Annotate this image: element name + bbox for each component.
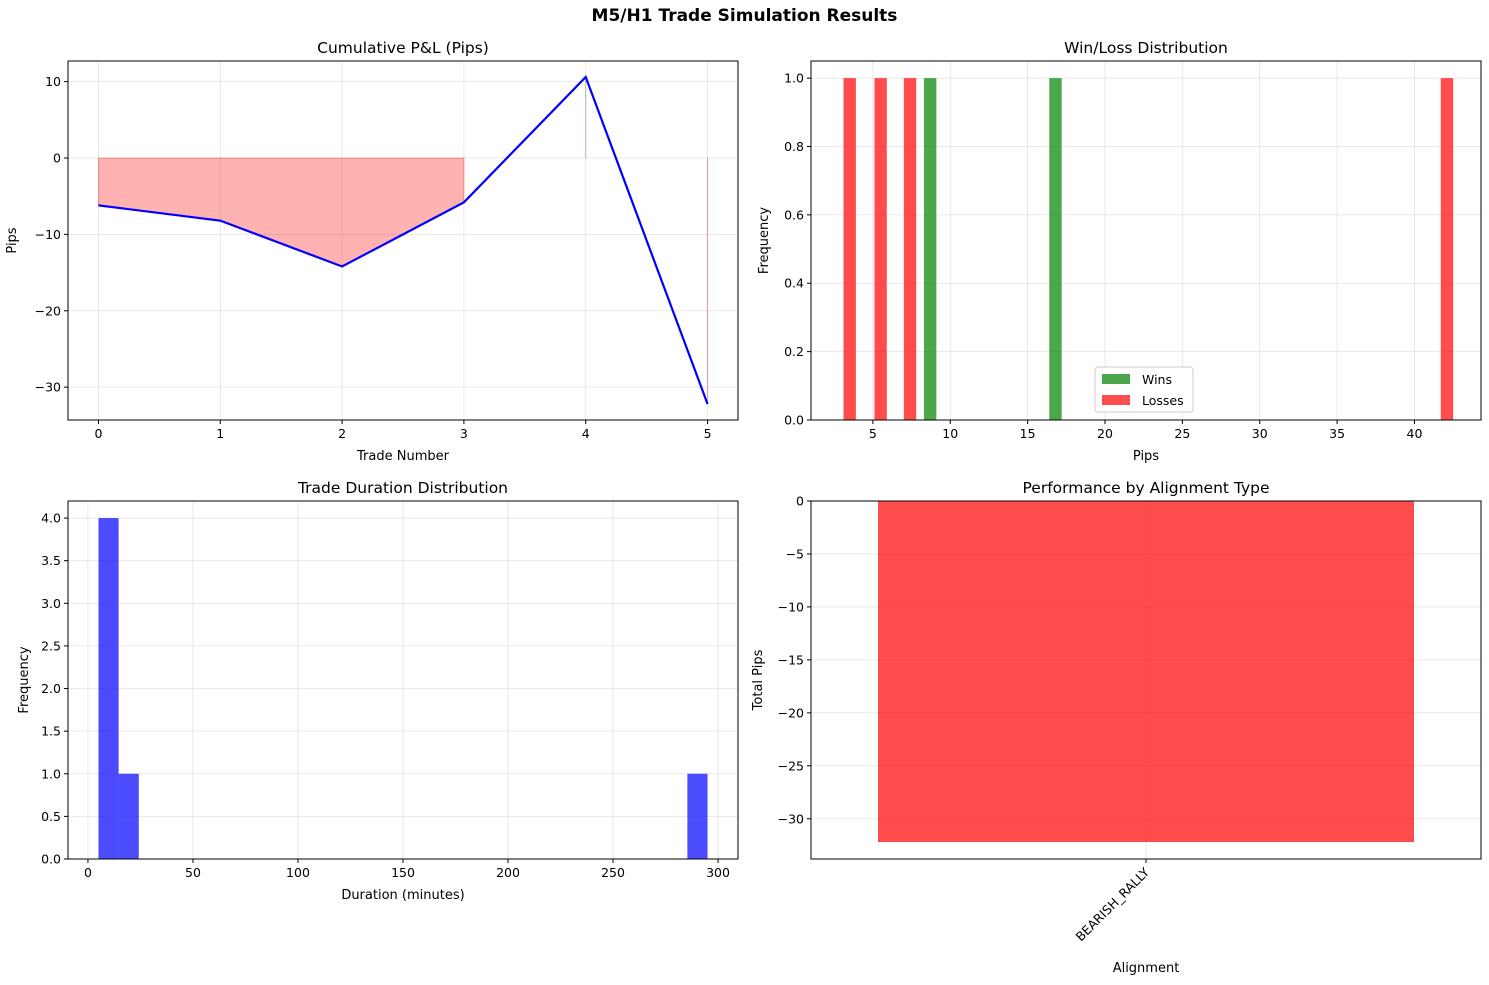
- winloss-bar-losses: [903, 78, 917, 420]
- winloss-legend-swatch-losses: [1102, 395, 1130, 405]
- cumulative-xtick-label: 2: [338, 426, 346, 441]
- winloss-xtick-label: 25: [1174, 426, 1190, 441]
- cumulative-xtick-label: 0: [94, 426, 102, 441]
- alignment-axes-frame: [810, 500, 1482, 860]
- duration-xtick-label: 100: [286, 865, 310, 880]
- alignment-title: Performance by Alignment Type: [1022, 479, 1269, 497]
- cumulative-ylabel: Pips: [5, 227, 20, 253]
- duration-xlabel: Duration (minutes): [341, 888, 464, 903]
- figure-title: M5/H1 Trade Simulation Results: [591, 6, 898, 26]
- duration-ylabel: Frequency: [17, 646, 32, 713]
- cumulative-xlabel: Trade Number: [356, 449, 450, 464]
- alignment-ylabel: Total Pips: [751, 649, 766, 711]
- duration-ytick-label: 2.0: [41, 681, 61, 696]
- alignment-ytick-label: −25: [778, 758, 804, 773]
- cumulative-ytick-label: −10: [35, 227, 61, 242]
- winloss-xtick-label: 10: [942, 426, 958, 441]
- duration-ytick-label: 1.0: [41, 766, 61, 781]
- winloss-legend-label-wins: Wins: [1142, 372, 1172, 387]
- winloss-bar-losses: [1440, 78, 1454, 420]
- winloss-xtick-label: 40: [1407, 426, 1423, 441]
- winloss-xlabel: Pips: [1133, 449, 1159, 464]
- cumulative-xtick-label: 3: [460, 426, 468, 441]
- winloss-bar-losses: [843, 78, 856, 420]
- win-loss-chart: 5 10 15 20 25 30 35 40 0.0 0.2 0.4 0.6 0.8 1.0 Frequen…: [757, 39, 1482, 464]
- cumulative-pnl-chart: 0 1 2 3 4 5 10 0 −10 −20 −30 Pips Cumulative P&L (Pi…: [5, 39, 739, 464]
- winloss-bar-wins: [1049, 78, 1062, 420]
- alignment-ytick-label: −30: [778, 811, 804, 826]
- duration-xtick-label: 300: [706, 865, 730, 880]
- duration-ytick-label: 0.5: [41, 809, 61, 824]
- winloss-bar-losses: [874, 78, 887, 420]
- duration-ytick-label: 3.0: [41, 596, 61, 611]
- winloss-legend: Wins Losses: [1094, 366, 1194, 413]
- duration-xtick-label: 150: [391, 865, 415, 880]
- duration-ytick-label: 2.5: [41, 638, 61, 653]
- duration-ytick-label: 4.0: [41, 511, 61, 526]
- alignment-ytick-label: −20: [778, 705, 804, 720]
- winloss-ytick-label: 0.0: [784, 413, 804, 428]
- duration-xtick-label: 250: [601, 865, 625, 880]
- alignment-ytick-label: −15: [778, 652, 804, 667]
- cumulative-ytick-label: −20: [35, 303, 61, 318]
- duration-bar: [118, 773, 139, 859]
- alignment-chart: 0 −5 −10 −15 −20 −25 −30 Total Pips BEARISH_RALL…: [751, 479, 1482, 976]
- winloss-legend-swatch-wins: [1102, 374, 1130, 384]
- alignment-xtick-label: BEARISH_RALLY: [1072, 864, 1152, 944]
- winloss-xtick-label: 30: [1252, 426, 1268, 441]
- duration-ytick-label: 1.5: [41, 724, 61, 739]
- cumulative-axes-frame: [67, 60, 739, 421]
- cumulative-ytick-label: −30: [35, 380, 61, 395]
- duration-xtick-label: 200: [496, 865, 520, 880]
- duration-title: Trade Duration Distribution: [297, 479, 508, 497]
- alignment-bar: [878, 501, 1414, 843]
- cumulative-ytick-label: 0: [53, 151, 61, 166]
- duration-axes-frame: [67, 500, 739, 860]
- winloss-ytick-label: 1.0: [784, 71, 804, 86]
- cumulative-title: Cumulative P&L (Pips): [317, 39, 489, 57]
- winloss-xtick-label: 35: [1329, 426, 1345, 441]
- winloss-ytick-label: 0.4: [784, 276, 804, 291]
- duration-xtick-label: 0: [84, 865, 92, 880]
- winloss-bar-wins: [923, 78, 937, 420]
- duration-xtick-label: 50: [185, 865, 201, 880]
- cumulative-xtick-label: 5: [704, 426, 712, 441]
- duration-ytick-label: 3.5: [41, 553, 61, 568]
- winloss-ytick-label: 0.2: [784, 344, 804, 359]
- duration-ytick-label: 0.0: [41, 852, 61, 867]
- alignment-ytick-label: 0: [796, 494, 804, 509]
- alignment-xlabel: Alignment: [1113, 961, 1180, 976]
- winloss-xtick-label: 15: [1020, 426, 1036, 441]
- winloss-ytick-label: 0.6: [784, 207, 804, 222]
- winloss-xtick-label: 5: [869, 426, 877, 441]
- winloss-axes-frame: [810, 60, 1482, 421]
- duration-chart: 0 50 100 150 200 250 300 0.0 0.5 1.0 1.5 2.0 2.5 3.0 3…: [17, 479, 739, 903]
- winloss-ytick-label: 0.8: [784, 139, 804, 154]
- duration-bar: [98, 518, 119, 859]
- winloss-ylabel: Frequency: [757, 207, 772, 274]
- winloss-title: Win/Loss Distribution: [1064, 39, 1228, 57]
- alignment-ytick-label: −10: [778, 599, 804, 614]
- cumulative-ytick-label: 10: [45, 74, 61, 89]
- cumulative-xtick-label: 4: [582, 426, 590, 441]
- alignment-ytick-label: −5: [786, 546, 804, 561]
- duration-bar: [687, 773, 708, 859]
- cumulative-xtick-label: 1: [216, 426, 224, 441]
- cumulative-pnl-line: [98, 75, 709, 405]
- winloss-xtick-label: 20: [1097, 426, 1113, 441]
- winloss-legend-label-losses: Losses: [1142, 393, 1184, 408]
